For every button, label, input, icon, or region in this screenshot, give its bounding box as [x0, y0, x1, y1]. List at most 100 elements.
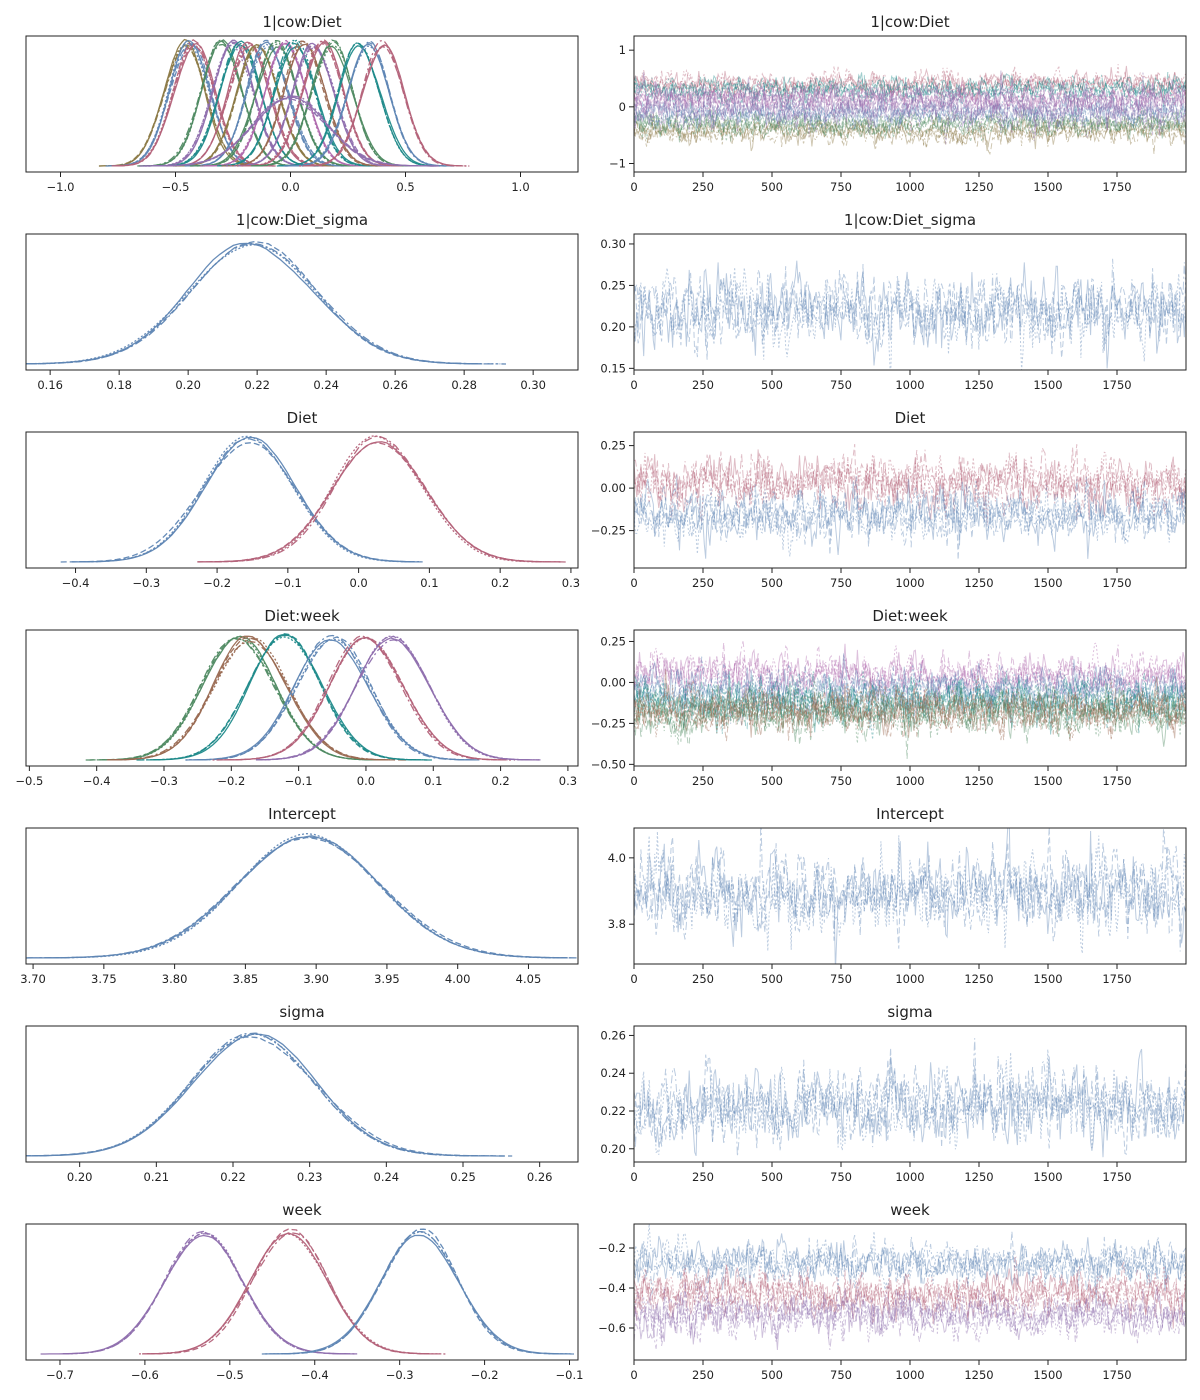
density-curve-red-chain-1 — [112, 44, 272, 167]
trace-line-blue-chain-2 — [634, 1224, 1186, 1295]
x-tick-label: 250 — [692, 972, 714, 986]
x-tick-label: −0.4 — [62, 576, 90, 590]
density-curve-olive-chain-1 — [182, 44, 345, 167]
y-tick-label: −1 — [609, 157, 626, 171]
x-tick-label: 0.5 — [396, 180, 414, 194]
density-curve-blue-chain-1 — [26, 1036, 513, 1157]
density-curve-blue-chain-0 — [26, 242, 481, 365]
trace-line-purple-chain-0 — [634, 70, 1186, 136]
x-tick-label: 4.00 — [445, 972, 471, 986]
axes-frame — [25, 431, 579, 569]
x-tick-label: −0.5 — [216, 1368, 244, 1382]
x-tick-label: 500 — [761, 972, 783, 986]
plot-area — [634, 443, 1186, 560]
density-curve-green-chain-3 — [254, 39, 409, 167]
x-tick-label: 500 — [761, 378, 783, 392]
trace-line-pink-chain-0 — [634, 643, 1186, 699]
x-tick-label: 750 — [830, 972, 852, 986]
panel-title: Diet — [895, 409, 926, 427]
x-tick-label: 1500 — [1033, 972, 1062, 986]
trace-line-blue-chain-0 — [634, 89, 1186, 130]
x-tick-label: 750 — [830, 180, 852, 194]
x-tick-label: 1750 — [1102, 378, 1131, 392]
x-tick-label: 0.1 — [424, 774, 442, 788]
y-tick-label: 3.8 — [608, 917, 626, 931]
plot-area — [26, 240, 507, 365]
trace-line-purple-chain-2 — [634, 1281, 1186, 1343]
trace-line-pink-chain-1 — [634, 642, 1186, 704]
x-tick-label: 750 — [830, 1170, 852, 1184]
x-tick-label: 1250 — [964, 378, 993, 392]
trace-line-olive-chain-1 — [634, 110, 1186, 156]
panel-1-cow-diet-density: 1|cow:Diet −1.0 −0.5 0.0 0.5 1.0 — [25, 13, 579, 194]
density-curve-purple-chain-3 — [255, 639, 541, 761]
density-curve-purple-chain-1 — [159, 42, 311, 167]
x-tick-label: 1250 — [964, 180, 993, 194]
x-tick-label: 0.24 — [313, 378, 339, 392]
density-curve-blue-chain-3 — [26, 1032, 476, 1157]
trace-line-green-chain-0 — [634, 683, 1186, 747]
panel-1-cow-diet-sigma-density: 1|cow:Diet_sigma 0.16 0.18 0.20 0.22 0.24 0.26… — [25, 211, 579, 392]
trace-line-red-chain-2 — [634, 1264, 1186, 1319]
plot-area — [634, 258, 1186, 370]
panel-title: Intercept — [268, 805, 336, 823]
axes-frame — [25, 827, 579, 965]
x-tick-label: 1500 — [1033, 1170, 1062, 1184]
trace-line-pink-chain-2 — [634, 642, 1186, 705]
density-curve-blue-chain-2 — [290, 45, 454, 167]
trace-line-blue-chain-3 — [634, 1236, 1186, 1295]
trace-line-red-chain-3 — [634, 445, 1186, 518]
x-tick-label: 250 — [692, 576, 714, 590]
x-tick-label: 1750 — [1102, 774, 1131, 788]
x-tick-label: 0 — [630, 1368, 637, 1382]
plot-area — [26, 832, 578, 959]
density-curve-green-chain-0 — [104, 635, 384, 761]
panel-sigma-density: sigma 0.20 0.21 0.22 0.23 0.24 0.25 0.26 — [25, 1003, 579, 1184]
panel-week-trace: week −0.6 −0.4 −0.2 0 250 500 750 1000 1250 1500 17… — [598, 1201, 1187, 1382]
density-curve-blue-chain-0 — [261, 1234, 568, 1355]
plot-area — [634, 641, 1186, 759]
x-tick-label: 1750 — [1102, 576, 1131, 590]
density-curve-blue-chain-0 — [26, 835, 568, 959]
x-tick-label: 0.0 — [281, 180, 299, 194]
density-curve-blue-chain-2 — [40, 832, 574, 959]
trace-line-blue-chain-2 — [634, 664, 1186, 724]
density-curve-blue-chain-3 — [26, 836, 571, 959]
trace-line-blue-chain-0 — [634, 653, 1186, 724]
panel-diet-week-trace: Diet:week −0.50 −0.25 0.00 0.25 0 250 500 750 100… — [591, 607, 1187, 788]
y-tick-label: 0.20 — [600, 320, 626, 334]
x-tick-label: 0.22 — [220, 1170, 246, 1184]
density-curve-red-chain-2 — [139, 1233, 446, 1355]
x-tick-label: 1500 — [1033, 378, 1062, 392]
x-tick-label: 3.80 — [162, 972, 188, 986]
x-tick-label: 500 — [761, 576, 783, 590]
x-tick-label: 0.30 — [520, 378, 546, 392]
x-tick-label: 0.24 — [374, 1170, 400, 1184]
trace-line-purple-chain-3 — [634, 80, 1186, 134]
density-curve-red-chain-3 — [224, 635, 515, 761]
y-tick-label: 0.20 — [600, 1142, 626, 1156]
x-tick-label: 1750 — [1102, 180, 1131, 194]
trace-line-red-chain-2 — [634, 451, 1186, 526]
panel-title: sigma — [279, 1003, 324, 1021]
panel-title: Diet:week — [872, 607, 948, 625]
plot-area — [634, 1038, 1186, 1158]
trace-line-blue-chain-3 — [634, 1038, 1186, 1157]
trace-line-blue-chain-3 — [634, 656, 1186, 723]
trace-line-blue-chain-3 — [634, 479, 1186, 548]
density-curve-blue-chain-3 — [109, 43, 274, 167]
x-tick-label: 1500 — [1033, 576, 1062, 590]
trace-line-blue-chain-1 — [634, 263, 1186, 360]
density-curve-green-chain-1 — [252, 41, 410, 167]
density-curve-brown-chain-1 — [221, 40, 381, 167]
density-curve-red-chain-3 — [172, 44, 334, 167]
x-tick-label: 1250 — [964, 972, 993, 986]
y-tick-label: 0.25 — [600, 439, 626, 453]
density-curve-teal-chain-3 — [279, 42, 436, 167]
trace-line-pink-chain-2 — [634, 74, 1186, 117]
y-tick-label: 0.30 — [600, 237, 626, 251]
x-tick-label: 250 — [692, 378, 714, 392]
plot-area — [85, 633, 541, 761]
x-tick-label: 1000 — [895, 1368, 924, 1382]
